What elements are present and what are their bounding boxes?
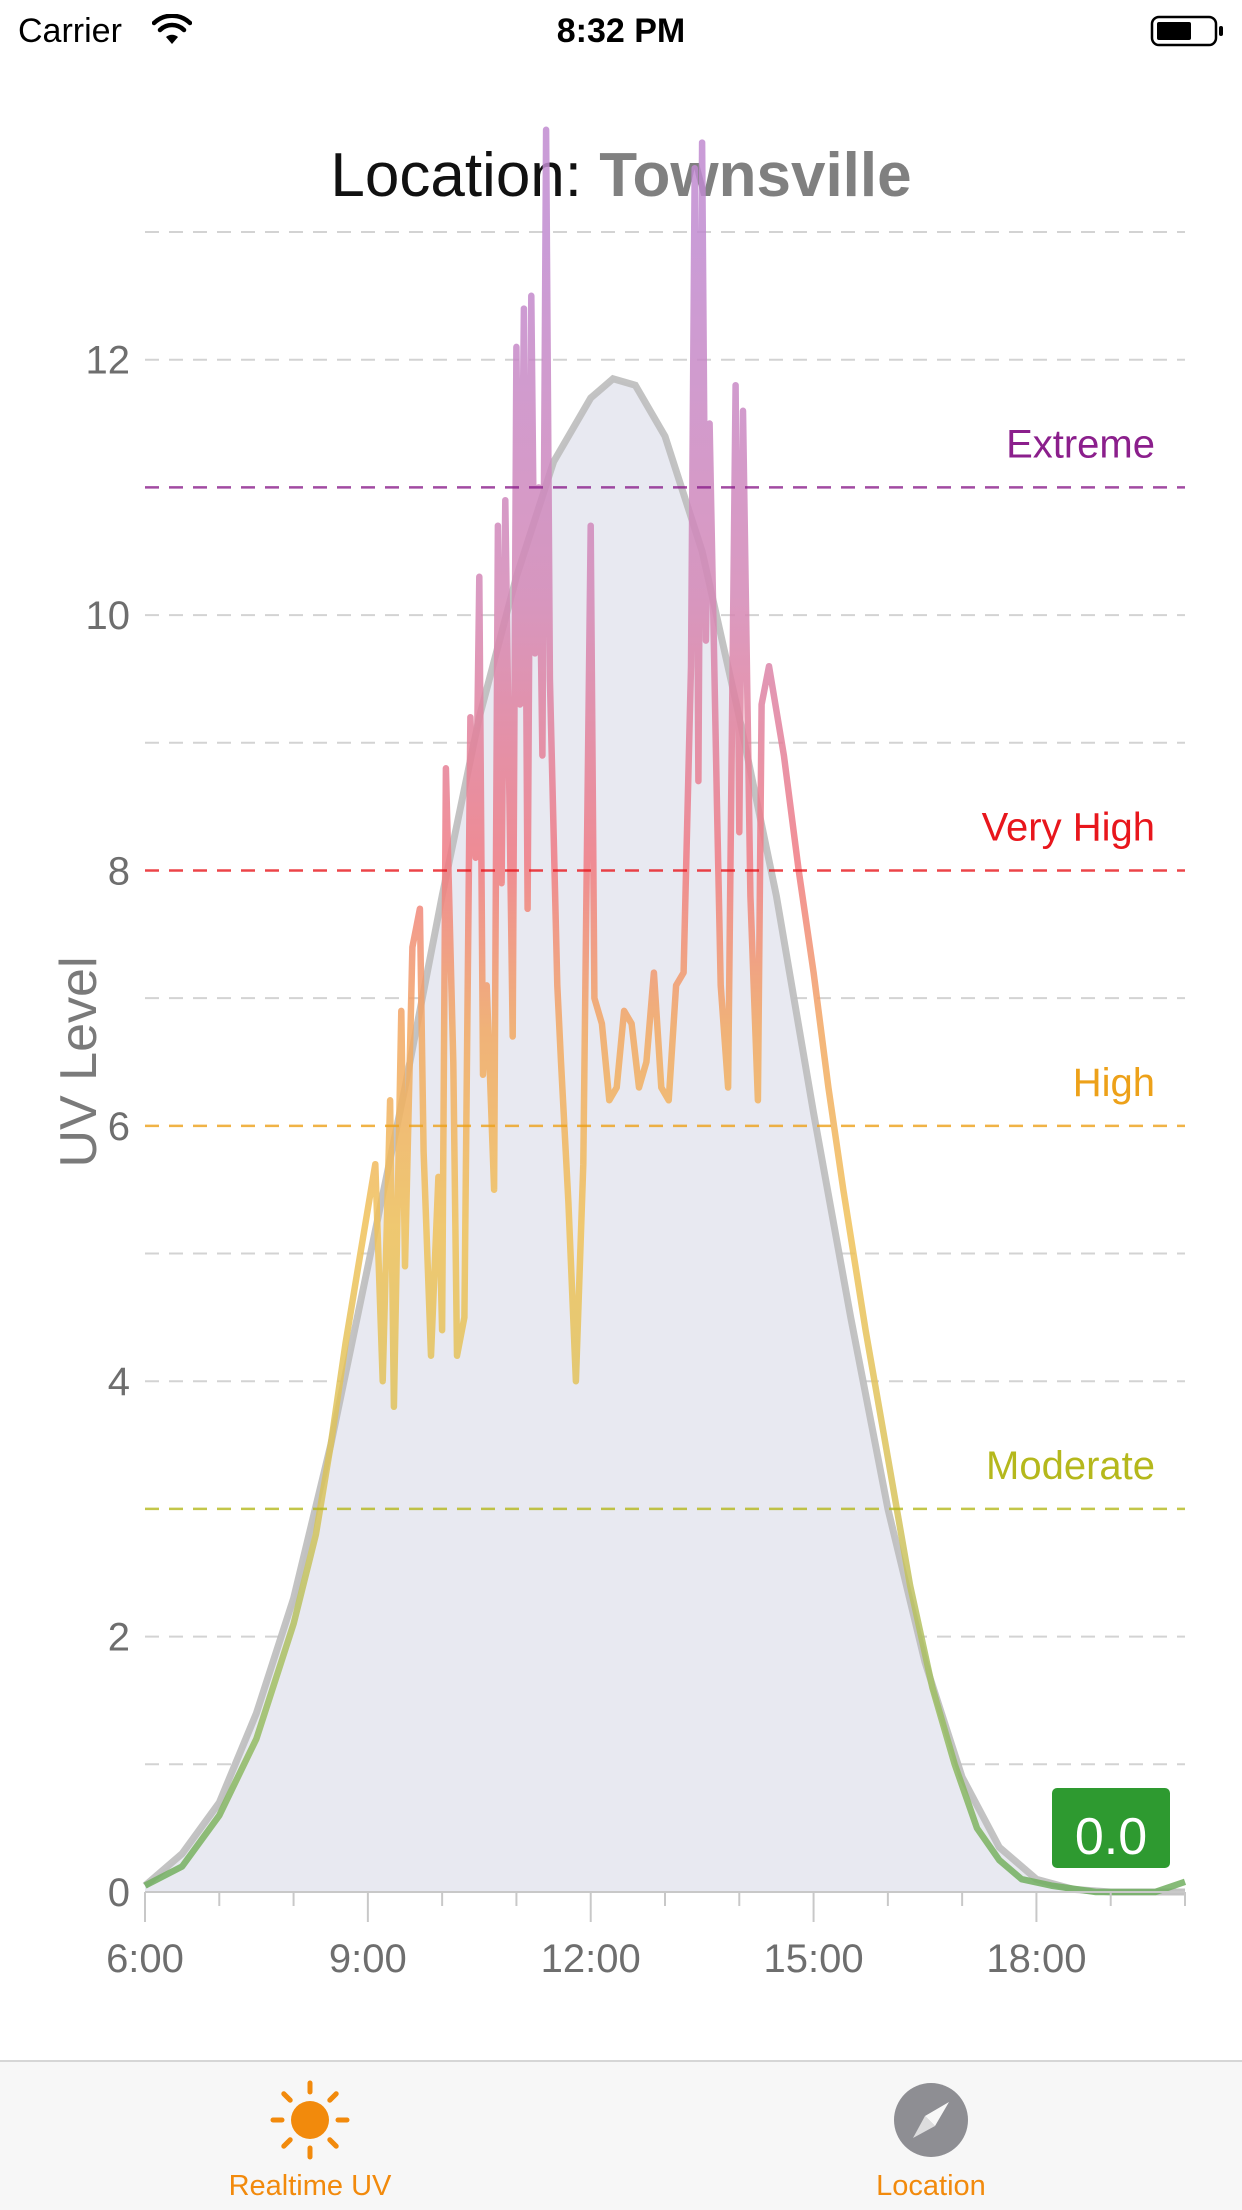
y-tick-label: 4 (108, 1360, 130, 1404)
current-value-badge: 0.0 (1052, 1788, 1170, 1868)
carrier-label: Carrier (18, 12, 122, 50)
tab-location-label: Location (876, 2170, 986, 2202)
tab-location[interactable]: Location (781, 2062, 1081, 2210)
sun-icon (270, 2080, 350, 2160)
y-tick-label: 0 (108, 1871, 130, 1915)
chart-axes: 6:00 9:00 12:00 15:00 18:00 0 2 4 6 8 10 12 (86, 339, 1186, 1981)
x-tick-label: 15:00 (764, 1937, 864, 1981)
tab-realtime-uv-label: Realtime UV (228, 2170, 392, 2202)
status-bar: Carrier 8:32 PM (0, 0, 1242, 60)
threshold-label: High (1073, 1061, 1155, 1105)
x-tick-label: 9:00 (329, 1937, 407, 1981)
x-tick-label: 6:00 (106, 1937, 184, 1981)
tab-realtime-uv[interactable]: Realtime UV (160, 2062, 460, 2210)
threshold-label: Very High (982, 805, 1155, 849)
tab-bar: Realtime UV Location (0, 2060, 1242, 2210)
y-tick-label: 8 (108, 849, 130, 893)
x-tick-label: 18:00 (986, 1937, 1086, 1981)
threshold-lines: Extreme Very High High Moderate (145, 422, 1185, 1511)
threshold-label: Moderate (986, 1444, 1155, 1488)
model-uv-line (142, 374, 1185, 1896)
y-axis-label: UV Level (50, 957, 108, 1168)
threshold-label: Extreme (1006, 422, 1155, 466)
x-tick-label: 12:00 (541, 1937, 641, 1981)
location-prefix: Location: (330, 141, 600, 210)
uv-area-fill (145, 378, 1185, 1892)
y-tick-label: 10 (86, 594, 131, 638)
current-value-text: 0.0 (1075, 1808, 1147, 1866)
y-tick-label: 6 (108, 1105, 130, 1149)
wifi-icon (152, 14, 192, 44)
location-title: Location: Townsville (0, 140, 1242, 211)
battery-icon (1150, 15, 1223, 47)
location-city: Townsville (599, 141, 912, 210)
status-time: 8:32 PM (556, 12, 686, 50)
y-tick-label: 12 (86, 339, 131, 383)
y-tick-label: 2 (108, 1616, 130, 1660)
measured-uv-line (143, 126, 1187, 1896)
compass-icon (894, 2083, 968, 2157)
uv-chart: Extreme Very High High Moderate 6:00 9:00 12:… (50, 126, 1187, 1981)
